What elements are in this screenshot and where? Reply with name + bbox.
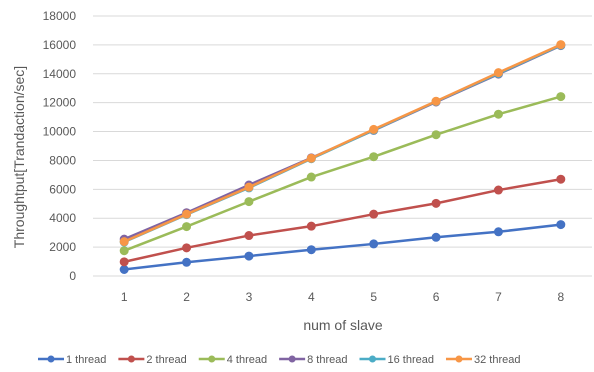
y-axis-title: Throughtput[Trandaction/sec]	[11, 66, 27, 248]
x-tick-label: 7	[495, 290, 502, 304]
series	[119, 40, 566, 247]
series-line	[122, 95, 563, 252]
data-point	[431, 198, 441, 208]
legend-label: 32 thread	[474, 354, 520, 366]
y-tick-label: 0	[69, 269, 76, 283]
legend-item: 32 thread	[445, 354, 520, 366]
legend-label: 8 thread	[307, 354, 347, 366]
data-point	[119, 265, 129, 274]
y-tick-label: 12000	[43, 96, 77, 110]
data-point	[493, 109, 503, 119]
data-point	[369, 239, 379, 249]
x-axis-ticks: 1 2 3 4 5 6 7 8	[121, 290, 565, 304]
series-line	[122, 223, 563, 271]
legend-item: 8 thread	[279, 354, 348, 366]
y-tick-label: 16000	[43, 38, 77, 52]
y-tick-label: 8000	[49, 153, 76, 167]
data-point	[556, 174, 566, 184]
legend-item: 1 thread	[38, 354, 106, 366]
series-line	[122, 43, 563, 243]
data-point	[556, 40, 566, 50]
x-tick-label: 2	[183, 290, 190, 304]
data-point	[493, 68, 503, 78]
y-tick-label: 4000	[49, 211, 76, 225]
data-point	[431, 232, 441, 242]
data-point	[369, 209, 379, 219]
legend-marker	[369, 355, 376, 363]
data-point	[119, 237, 129, 247]
data-point	[431, 130, 441, 140]
data-point	[182, 257, 192, 267]
legend-marker	[455, 355, 463, 363]
x-tick-label: 5	[370, 290, 377, 304]
data-point	[431, 96, 441, 106]
legend-label: 1 thread	[66, 354, 106, 366]
legend-item: 16 thread	[359, 354, 434, 366]
y-axis-ticks: 0 2000 4000 6000 8000 10000 12000 14000 16000 180…	[43, 9, 77, 283]
data-point	[493, 227, 503, 237]
legend-marker	[127, 355, 135, 363]
data-point	[244, 197, 254, 207]
x-axis-title: num of slave	[303, 317, 383, 333]
legend-label: 2 thread	[146, 354, 186, 366]
data-point	[182, 209, 192, 219]
series-lines	[119, 40, 566, 274]
data-point	[369, 124, 379, 134]
legend-label: 16 thread	[388, 354, 434, 366]
data-point	[556, 220, 566, 230]
data-point	[306, 153, 316, 163]
legend-marker	[47, 355, 55, 363]
data-point	[306, 245, 316, 255]
y-tick-label: 14000	[43, 67, 77, 81]
data-point	[306, 172, 316, 182]
x-tick-label: 1	[121, 290, 128, 304]
data-point	[119, 246, 129, 256]
y-tick-label: 2000	[49, 240, 76, 254]
series	[119, 174, 566, 267]
legend-item: 4 thread	[198, 354, 267, 366]
x-tick-label: 6	[433, 290, 440, 304]
data-point	[244, 231, 254, 241]
data-point	[306, 221, 316, 231]
data-point	[244, 251, 254, 261]
x-tick-label: 4	[308, 290, 315, 304]
x-tick-label: 8	[557, 290, 564, 304]
legend-label: 4 thread	[227, 354, 267, 366]
y-tick-label: 18000	[43, 9, 77, 23]
legend-marker	[288, 355, 296, 363]
data-point	[182, 222, 192, 232]
series	[119, 92, 566, 256]
series	[119, 220, 566, 274]
legend-item: 2 thread	[118, 354, 187, 366]
gridlines	[93, 15, 592, 277]
series-line	[122, 177, 563, 264]
data-point	[556, 92, 566, 102]
y-tick-label: 10000	[43, 125, 77, 139]
x-tick-label: 3	[246, 290, 253, 304]
data-point	[244, 182, 254, 192]
data-point	[493, 185, 503, 195]
data-point	[119, 257, 129, 267]
legend: 1 thread 2 thread 4 thread 8 thread 16 threa…	[38, 354, 520, 366]
data-point	[182, 243, 192, 253]
legend-marker	[208, 355, 216, 363]
data-point	[369, 152, 379, 162]
y-tick-label: 6000	[49, 182, 76, 196]
